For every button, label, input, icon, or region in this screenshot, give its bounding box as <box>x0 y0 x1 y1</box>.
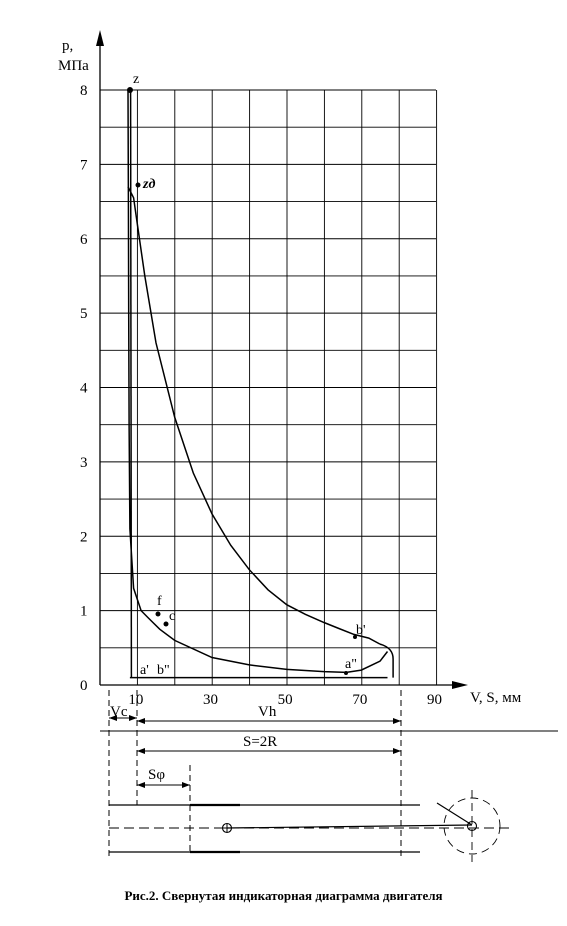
y-tick-label: 8 <box>80 83 88 99</box>
y-tick-label: 0 <box>80 678 88 694</box>
x-tick-label: 10 <box>128 692 143 708</box>
point-a-dprime-marker <box>344 671 348 675</box>
point-a-dprime-label: a" <box>345 657 357 672</box>
x-axis-arrow <box>452 681 468 689</box>
dim-vc-label: Vc <box>110 704 128 720</box>
dimension-arrows <box>109 715 401 788</box>
point-f-marker <box>155 611 161 617</box>
point-b-prime-marker <box>353 635 357 639</box>
grid <box>100 89 438 685</box>
figure-caption: Рис.2. Свернутая индикаторная диаграмма … <box>124 888 443 903</box>
y-tick-label: 3 <box>80 455 88 471</box>
point-c-label: c <box>169 609 175 624</box>
y-tick-label: 6 <box>80 232 88 248</box>
x-axis-label: V, S, мм <box>470 690 522 706</box>
point-f-label: f <box>157 594 162 609</box>
curves <box>127 89 394 679</box>
y-axis-label-line1: p, <box>62 38 73 54</box>
y-axis-arrow <box>96 30 104 46</box>
dim-s-phi-label: Sφ <box>148 767 165 783</box>
y-tick-label: 5 <box>80 306 88 322</box>
dim-stroke-label: S=2R <box>243 734 277 750</box>
exhaust-blowdown-line <box>379 643 394 678</box>
x-tick-label: 90 <box>427 692 442 708</box>
point-zd-marker <box>135 182 141 188</box>
point-a-prime-label: a' <box>140 663 149 678</box>
y-tick-label: 1 <box>80 604 88 620</box>
expansion-curve <box>127 186 381 645</box>
point-zd-label: zд <box>142 177 155 192</box>
y-tick-label: 4 <box>80 381 88 397</box>
x-tick-labels: 10 30 50 70 90 <box>128 692 442 708</box>
dim-vh-label: Vh <box>258 704 277 720</box>
point-z-label: z <box>133 72 139 87</box>
x-tick-label: 30 <box>203 692 218 708</box>
y-axis-label-line2: МПа <box>58 58 89 74</box>
compression-curve <box>127 89 389 674</box>
y-tick-label: 7 <box>80 157 88 173</box>
crank-mechanism <box>109 790 512 862</box>
point-b-prime-label: b' <box>356 623 366 638</box>
dimension-lines <box>100 690 558 860</box>
point-b-dprime-label: b" <box>157 663 170 678</box>
point-z-marker <box>127 87 133 93</box>
y-tick-label: 2 <box>80 529 88 545</box>
x-tick-label: 70 <box>352 692 367 708</box>
y-tick-labels: 0 1 2 3 4 5 6 7 8 <box>80 83 88 694</box>
point-c-marker <box>163 621 169 627</box>
combustion-line <box>129 89 133 678</box>
x-tick-label: 50 <box>278 692 293 708</box>
